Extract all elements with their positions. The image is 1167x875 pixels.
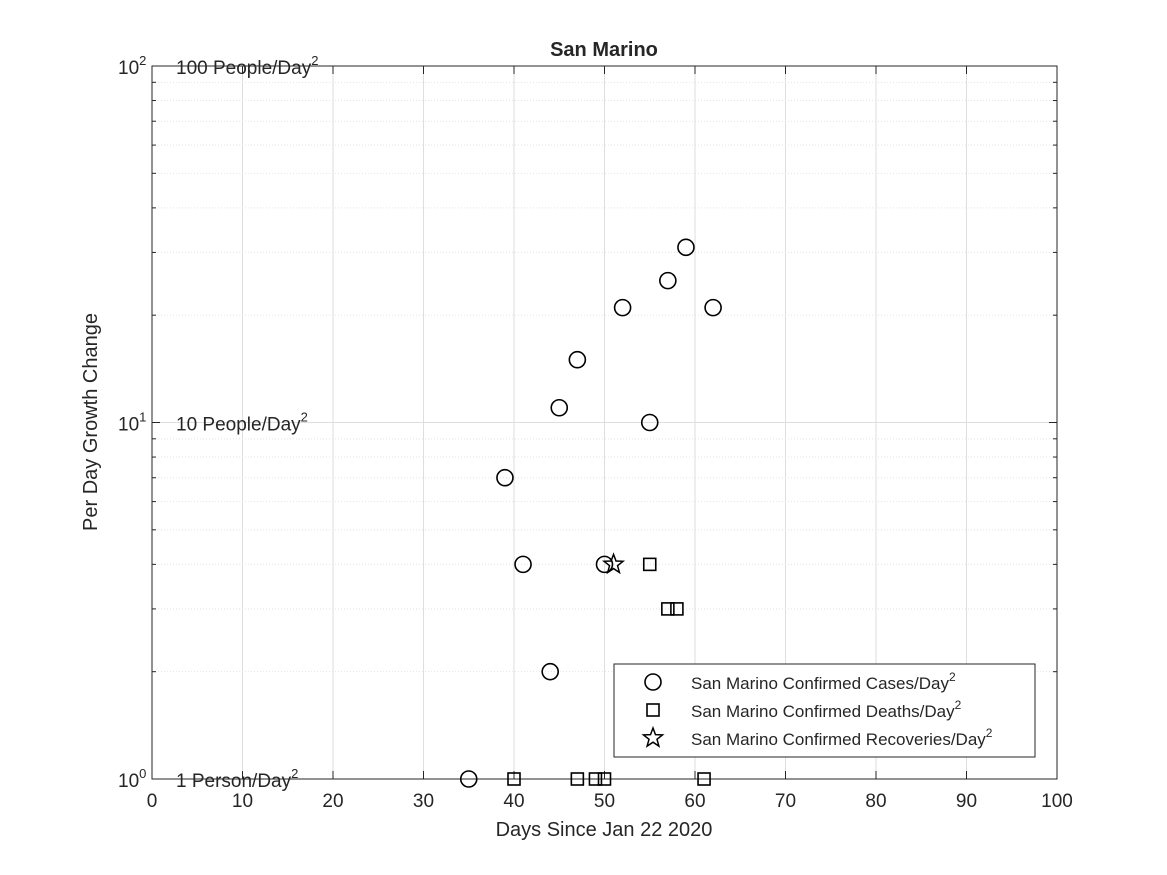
circle-marker — [659, 271, 677, 290]
circle-marker — [541, 662, 560, 681]
legend-square-icon — [646, 703, 660, 717]
square-marker — [507, 772, 521, 786]
square-marker — [670, 602, 684, 616]
legend-label: San Marino Confirmed Deaths/Day2 — [691, 698, 962, 721]
circle-marker — [595, 555, 614, 574]
x-tick-label: 40 — [503, 791, 524, 812]
circle-marker — [613, 298, 632, 317]
circle-marker — [550, 398, 569, 417]
grid-lines — [152, 66, 1057, 779]
y-tick-exponent: 2 — [139, 53, 146, 68]
square-marker — [642, 557, 657, 572]
square-marker — [661, 602, 675, 616]
square-marker — [588, 772, 603, 786]
x-tick-label: 100 — [1041, 791, 1073, 812]
annotation-superscript: 2 — [291, 766, 298, 781]
data-markers — [459, 238, 722, 788]
annotation-label: 10 People/Day2 — [176, 410, 308, 436]
x-tick-label: 30 — [413, 791, 434, 812]
legend-box — [613, 663, 1036, 758]
legend-label: San Marino Confirmed Recoveries/Day2 — [691, 726, 993, 749]
x-tick-labels: 0 10 20 30 40 50 60 70 80 90 100 — [147, 791, 1073, 812]
star-marker — [602, 552, 626, 575]
legend-entries: San Marino Confirmed Cases/Day2 San Marin… — [641, 670, 993, 749]
x-axis-label: Days Since Jan 22 2020 — [496, 819, 713, 841]
circle-marker — [640, 413, 659, 432]
series-circle — [459, 238, 722, 788]
circle-marker — [704, 298, 722, 317]
annotation-superscript: 2 — [311, 53, 318, 68]
x-tick-label: 60 — [684, 791, 705, 812]
circle-marker — [496, 468, 514, 487]
x-tick-label: 70 — [775, 791, 796, 812]
legend-label: San Marino Confirmed Cases/Day2 — [691, 670, 956, 693]
annotation-label: 1 Person/Day2 — [176, 766, 298, 792]
circle-marker — [514, 555, 532, 574]
y-tick-exponent: 0 — [139, 766, 146, 781]
y-tick-exponent: 1 — [139, 410, 146, 425]
annotations: 100 People/Day2 10 People/Day2 1 Person/Da… — [176, 53, 318, 792]
legend-label-superscript: 2 — [955, 698, 962, 712]
x-tick-label: 50 — [594, 791, 615, 812]
legend-label-superscript: 2 — [949, 670, 956, 684]
legend-label-superscript: 2 — [986, 726, 993, 740]
square-marker — [597, 772, 612, 786]
legend[interactable]: San Marino Confirmed Cases/Day2 San Marin… — [613, 663, 1036, 758]
annotation-label: 100 People/Day2 — [176, 53, 318, 79]
legend-star-icon — [641, 725, 665, 748]
y-axis-label: Per Day Growth Change — [80, 313, 102, 531]
circle-marker — [459, 770, 478, 788]
square-marker — [697, 772, 711, 786]
x-tick-label: 0 — [147, 791, 158, 812]
series-star — [602, 552, 626, 575]
x-tick-label: 20 — [322, 791, 343, 812]
chart-title: San Marino — [550, 39, 658, 61]
circle-marker — [677, 238, 695, 257]
legend-circle-icon — [644, 673, 662, 691]
x-tick-label: 10 — [232, 791, 253, 812]
annotation-superscript: 2 — [301, 410, 308, 425]
square-marker — [570, 772, 585, 786]
x-tick-label: 80 — [865, 791, 886, 812]
axis-ticks — [151, 65, 1058, 780]
x-tick-label: 90 — [956, 791, 977, 812]
circle-marker — [568, 350, 587, 369]
series-square — [507, 557, 711, 786]
